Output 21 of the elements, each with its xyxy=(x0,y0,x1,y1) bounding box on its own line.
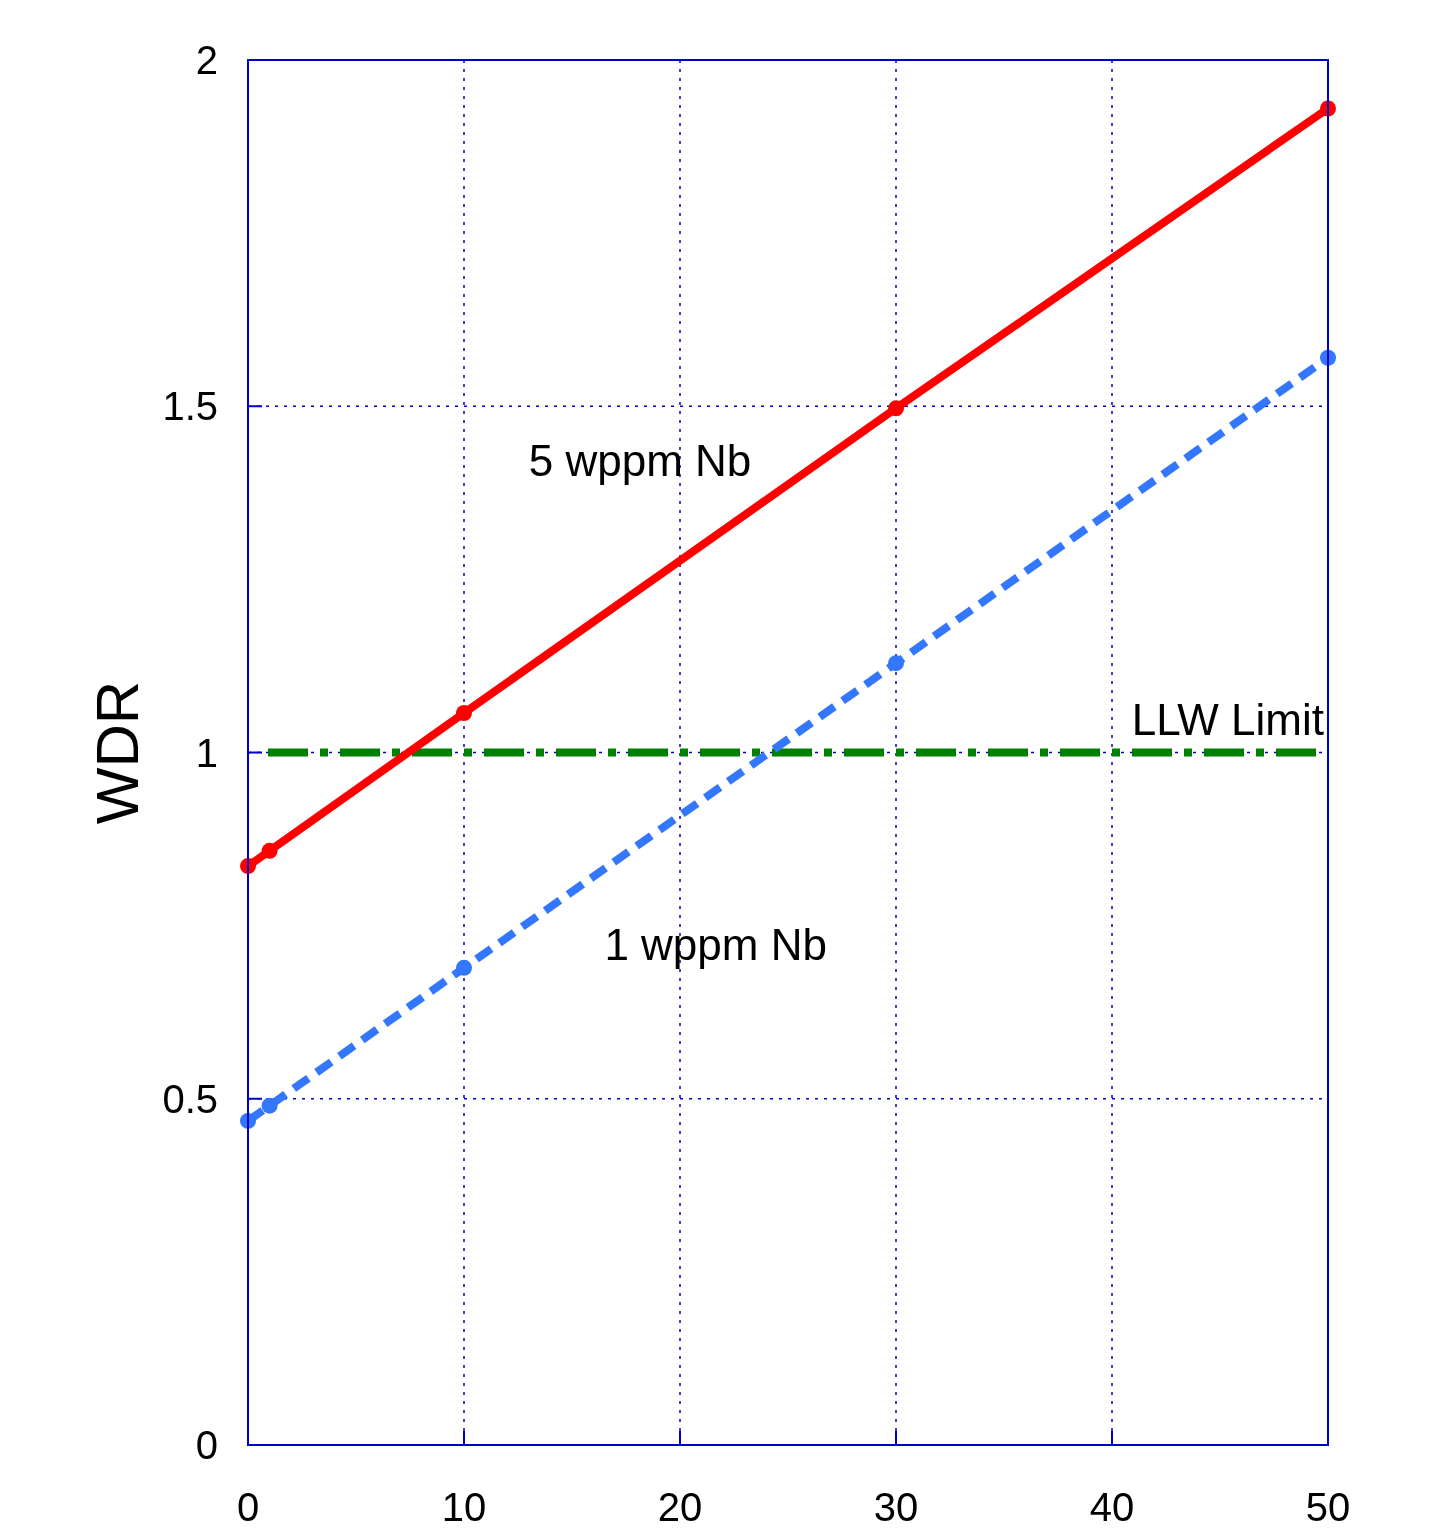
x-tick-label: 30 xyxy=(873,1485,919,1528)
point xyxy=(261,842,278,859)
x-tick-label: 40 xyxy=(1089,1485,1135,1528)
y-axis-title: WDR xyxy=(84,680,151,825)
annotation: 5 wppm Nb xyxy=(528,435,752,485)
point xyxy=(456,959,472,976)
y-tick-label: 2 xyxy=(195,38,218,82)
point xyxy=(456,705,472,722)
annotation: 1 wppm Nb xyxy=(604,920,827,970)
y-tick-label: 0 xyxy=(195,1423,218,1467)
x-tick-label: 20 xyxy=(657,1485,703,1528)
point xyxy=(888,400,904,417)
point xyxy=(888,655,904,672)
x-tick-label: 0 xyxy=(236,1485,260,1528)
x-tick-label: 50 xyxy=(1305,1485,1351,1528)
y-tick-label: 1.5 xyxy=(162,384,218,429)
x-tick-label: 10 xyxy=(441,1485,487,1528)
y-tick-label: 0.5 xyxy=(162,1076,218,1121)
ref-line-label: LLW Limit xyxy=(1131,694,1324,744)
point xyxy=(261,1097,278,1114)
y-tick-label: 1 xyxy=(195,730,218,775)
